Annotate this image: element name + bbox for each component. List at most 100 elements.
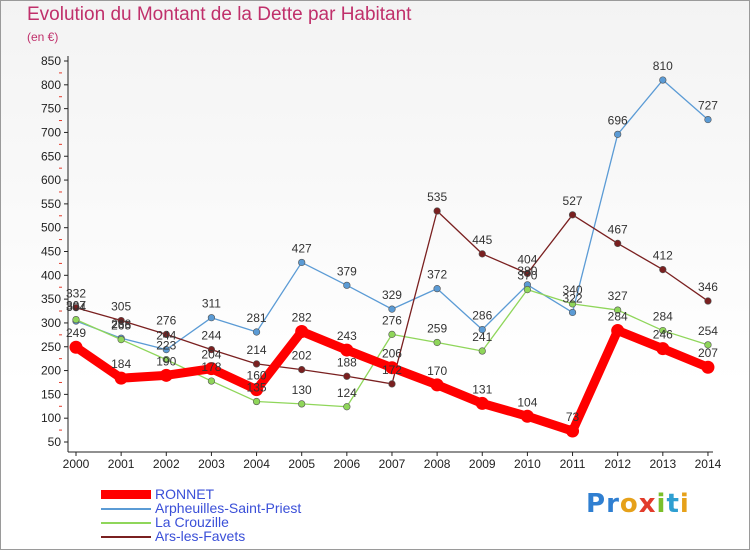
series-point-2 <box>252 397 261 406</box>
data-label-0: 249 <box>66 326 86 340</box>
y-tick-label: 850 <box>41 54 61 68</box>
series-point-1 <box>478 326 486 334</box>
series-point-3 <box>117 316 125 325</box>
series-point-2 <box>343 403 351 411</box>
series-point-0 <box>204 362 218 376</box>
y-tick-label: 450 <box>41 245 61 259</box>
x-tick-label: 2013 <box>649 457 676 471</box>
y-tick-label: 250 <box>41 340 61 354</box>
series-point-2 <box>523 286 532 294</box>
x-tick-label: 2014 <box>695 457 722 471</box>
data-label-2: 307 <box>66 299 86 313</box>
y-tick-label: 200 <box>41 364 61 378</box>
legend-swatch <box>101 536 151 538</box>
legend-swatch <box>101 508 151 510</box>
legend-label: RONNET <box>155 486 215 502</box>
y-tick-label: 50 <box>48 435 62 449</box>
data-label-0: 131 <box>472 382 492 396</box>
logo-letter: P <box>586 489 607 519</box>
x-tick-label: 2008 <box>424 457 451 471</box>
y-tick-label: 150 <box>41 387 61 401</box>
y-tick-label: 350 <box>41 292 61 306</box>
series-point-2 <box>117 336 125 344</box>
series-point-1 <box>388 305 396 313</box>
data-label-3: 346 <box>698 280 718 294</box>
y-tick-label: 550 <box>41 197 61 211</box>
series-point-1 <box>704 115 712 124</box>
series-point-0 <box>475 396 489 410</box>
proxiti-logo: Proxiti <box>586 489 690 519</box>
x-tick-label: 2004 <box>243 457 270 471</box>
data-label-2: 340 <box>563 283 583 297</box>
data-label-1: 268 <box>111 317 131 331</box>
data-label-0: 243 <box>337 329 357 343</box>
series-point-0 <box>611 324 625 338</box>
chart-title: Evolution du Montant de la Dette par Hab… <box>27 4 412 25</box>
data-label-1: 244 <box>156 329 176 343</box>
data-label-1: 311 <box>202 297 221 311</box>
series-point-0 <box>340 343 354 357</box>
data-label-3: 214 <box>247 343 267 357</box>
series-point-0 <box>656 342 670 356</box>
series-point-2 <box>568 300 577 308</box>
legend-label: Arpheuilles-Saint-Priest <box>155 500 302 516</box>
data-label-3: 202 <box>292 349 312 363</box>
data-label-3: 332 <box>66 287 86 301</box>
data-label-2: 370 <box>517 269 537 283</box>
data-label-1: 379 <box>337 264 357 278</box>
series-point-1 <box>659 76 667 84</box>
x-tick-label: 2007 <box>379 457 406 471</box>
series-point-2 <box>298 400 306 408</box>
data-label-3: 467 <box>608 222 628 236</box>
data-label-1: 322 <box>563 291 583 305</box>
y-tick-label: 400 <box>41 268 61 282</box>
series-point-2 <box>659 326 667 335</box>
series-point-3 <box>433 207 441 215</box>
data-label-2: 130 <box>292 383 312 397</box>
data-label-3: 412 <box>653 249 673 263</box>
data-label-1: 286 <box>472 309 492 323</box>
data-label-3: 404 <box>517 252 537 266</box>
data-label-0: 206 <box>382 347 402 361</box>
axes: 50 100 150 200 250 300 350 400 450 500 550 600 650 70… <box>41 54 722 471</box>
data-label-0: 204 <box>201 348 221 362</box>
data-label-0: 246 <box>653 328 673 342</box>
data-label-1: 329 <box>382 288 402 302</box>
data-label-0: 190 <box>156 354 176 368</box>
x-tick-label: 2006 <box>333 457 360 471</box>
y-tick-label: 100 <box>41 411 61 425</box>
series-point-2 <box>433 338 441 347</box>
series-layer <box>69 76 715 438</box>
series-point-0 <box>566 424 580 438</box>
chart-unit-label: (en €) <box>27 30 59 44</box>
series-point-1 <box>162 346 170 354</box>
series-point-1 <box>433 285 441 293</box>
series-point-0 <box>159 368 173 382</box>
series-point-2 <box>162 356 170 364</box>
y-tick-label: 800 <box>41 78 61 92</box>
data-label-0: 207 <box>698 346 718 360</box>
series-point-3 <box>252 360 261 368</box>
data-label-3: 445 <box>472 233 492 247</box>
logo-letter: r <box>606 489 620 519</box>
data-label-2: 241 <box>472 330 492 344</box>
data-label-2: 276 <box>382 313 402 327</box>
data-label-1: 281 <box>247 311 267 325</box>
x-tick-label: 2002 <box>153 457 180 471</box>
data-label-3: 305 <box>111 300 131 314</box>
series-point-3 <box>343 372 351 380</box>
data-label-2: 223 <box>156 339 176 353</box>
data-label-2: 135 <box>247 381 267 395</box>
series-point-2 <box>478 347 486 355</box>
data-label-3: 244 <box>201 329 221 343</box>
x-tick-label: 2000 <box>63 457 90 471</box>
x-tick-label: 2001 <box>108 457 135 471</box>
series-point-0 <box>430 378 444 392</box>
data-label-1: 304 <box>66 300 86 314</box>
y-tick-label: 500 <box>41 221 61 235</box>
y-tick-label: 600 <box>41 173 61 187</box>
series-point-1 <box>207 314 216 322</box>
data-label-2: 178 <box>201 360 221 374</box>
